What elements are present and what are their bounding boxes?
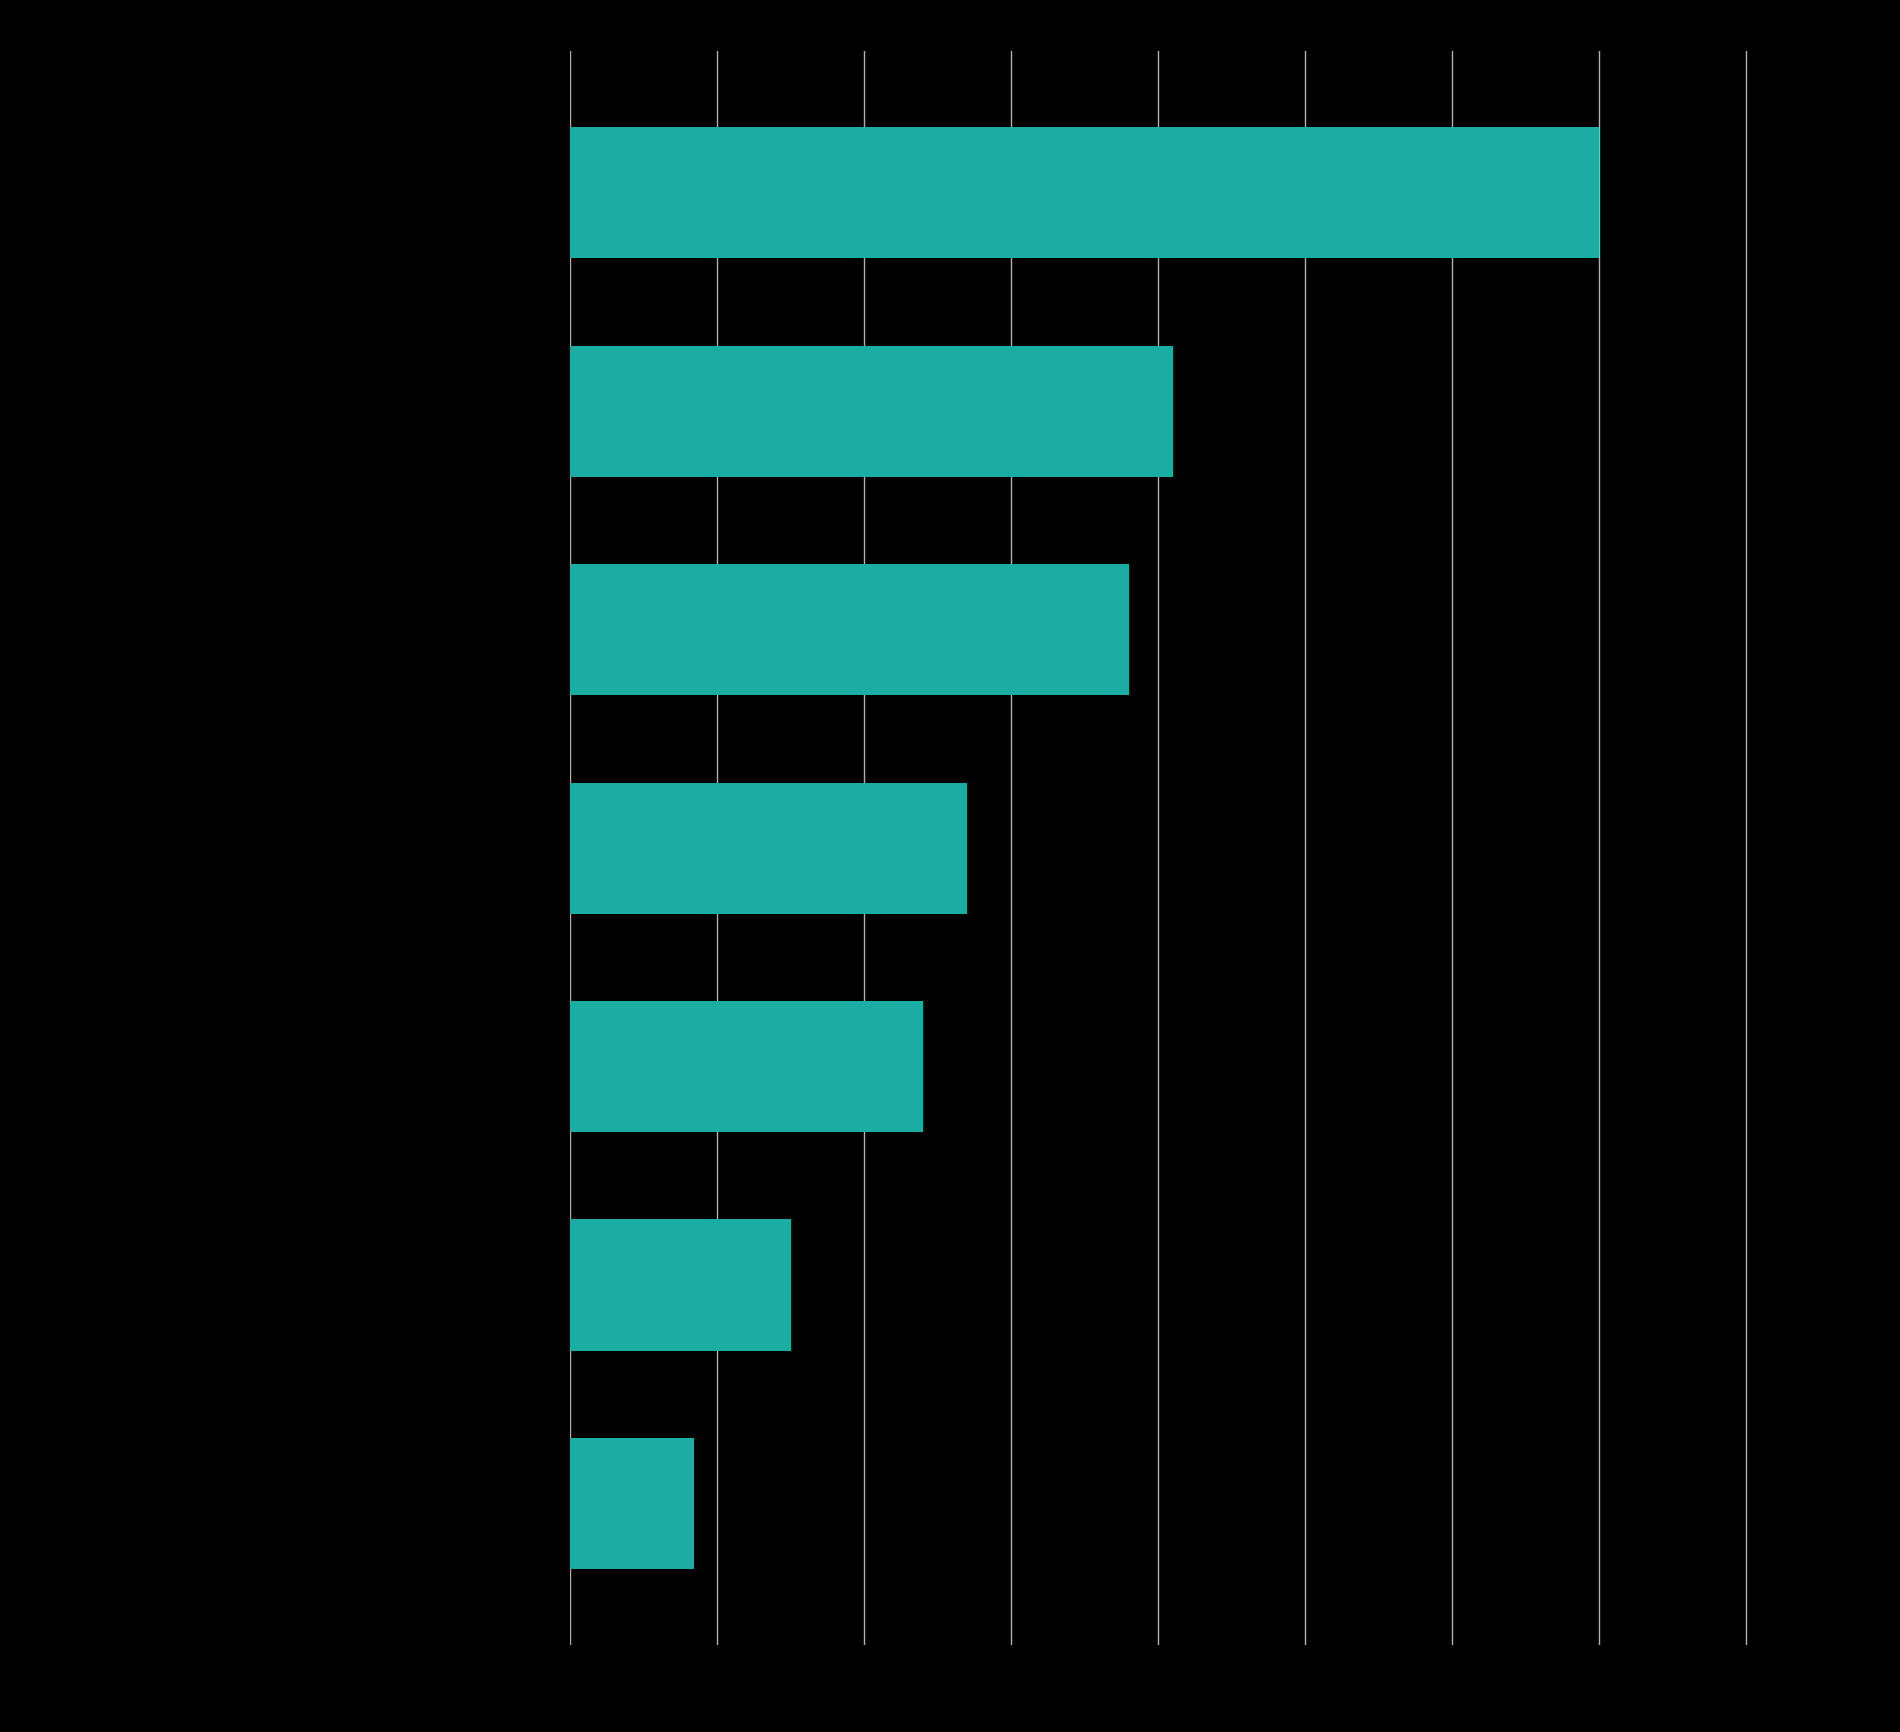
Bar	[570, 783, 967, 914]
Bar	[570, 1219, 790, 1351]
Bar	[570, 565, 1129, 696]
Bar	[570, 346, 1172, 478]
Bar	[570, 1438, 694, 1569]
Bar	[570, 128, 1600, 260]
Bar	[570, 1001, 923, 1133]
